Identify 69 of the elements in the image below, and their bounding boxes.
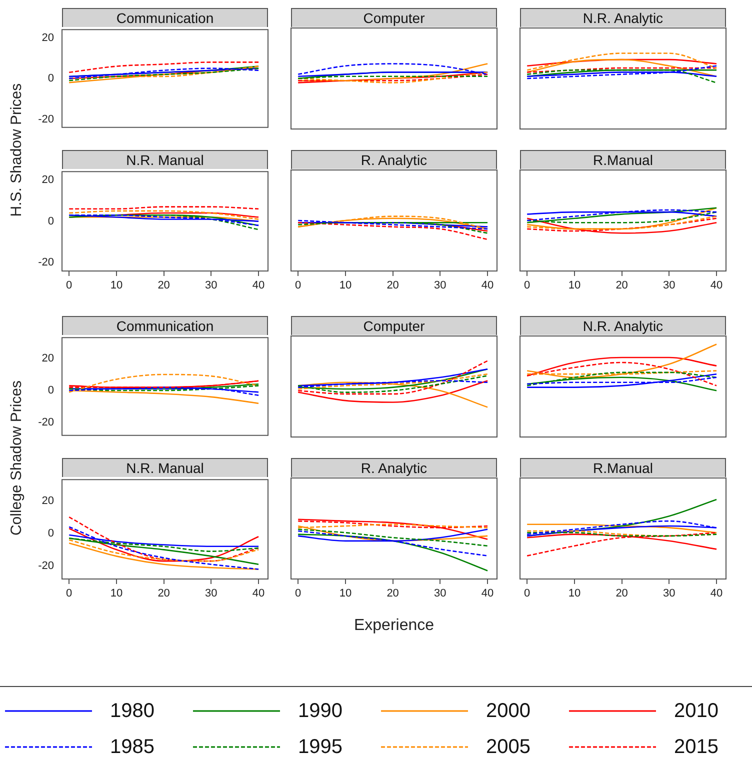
x-tick-label: 0 (295, 280, 302, 292)
y-tick-label: 20 (42, 32, 54, 44)
chart-title: Communication (62, 8, 268, 27)
legend-label: 2010 (674, 700, 718, 722)
x-tick-label: 40 (481, 588, 494, 600)
y-tick-label: -20 (38, 113, 54, 126)
x-tick-label: 40 (710, 588, 723, 600)
x-tick-label: 30 (434, 588, 446, 600)
chart-title: R. Analytic (291, 458, 497, 477)
x-tick-label: 30 (205, 280, 218, 292)
x-tick-label: 40 (252, 588, 265, 600)
x-tick-label: 30 (205, 588, 218, 600)
x-tick-label: 30 (663, 280, 676, 292)
x-tick-label: 20 (158, 280, 170, 292)
legend-label: 2005 (486, 736, 530, 758)
x-tick-label: 0 (66, 280, 72, 292)
y-axis-title: College Shadow Prices (8, 378, 26, 538)
x-tick-label: 40 (481, 280, 494, 292)
x-tick-label: 30 (434, 280, 446, 292)
x-tick-label: 0 (524, 280, 530, 292)
line-series (68, 516, 260, 562)
y-tick-label: 0 (48, 527, 54, 540)
chart-title: Computer (291, 316, 497, 335)
chart-title: N.R. Analytic (520, 8, 726, 27)
x-tick-label: 10 (339, 280, 352, 292)
x-tick-label: 40 (252, 280, 265, 292)
chart-title: N.R. Analytic (520, 316, 726, 335)
x-tick-label: 20 (386, 280, 399, 292)
x-tick-label: 10 (568, 280, 581, 292)
chart-title: N.R. Manual (62, 150, 268, 169)
x-tick-label: 10 (339, 588, 352, 600)
y-tick-label: 0 (48, 72, 54, 85)
chart-title: N.R. Manual (62, 458, 268, 477)
x-tick-label: 10 (568, 588, 581, 600)
x-axis-title: Experience (352, 617, 436, 635)
legend-label: 1995 (298, 736, 342, 758)
y-tick-label: 0 (48, 384, 54, 397)
x-tick-label: 20 (616, 588, 628, 600)
x-tick-label: 0 (66, 588, 72, 600)
x-tick-label: 20 (158, 588, 170, 600)
legend-label: 1985 (110, 736, 154, 758)
y-tick-label: 20 (42, 352, 54, 364)
x-tick-label: 10 (110, 280, 123, 292)
x-tick-label: 0 (524, 588, 530, 600)
y-tick-label: 0 (48, 215, 54, 228)
line-series (68, 542, 260, 570)
legend-label: 2015 (674, 736, 718, 758)
chart-title: R.Manual (520, 458, 726, 477)
legend-label: 2000 (486, 700, 530, 722)
y-tick-label: -20 (38, 560, 54, 572)
y-tick-label: -20 (38, 416, 54, 429)
chart-title: Computer (291, 8, 497, 27)
y-tick-label: 20 (42, 174, 54, 186)
x-tick-label: 30 (663, 588, 676, 600)
legend-label: 1980 (110, 700, 154, 722)
y-tick-label: 20 (42, 494, 54, 507)
x-tick-label: 40 (710, 280, 723, 292)
line-series (68, 526, 260, 570)
y-tick-label: -20 (38, 256, 54, 269)
x-tick-label: 10 (110, 588, 123, 600)
y-axis-title: H.S. Shadow Prices (8, 82, 26, 218)
chart-title: Communication (62, 316, 268, 335)
chart-title: R.Manual (520, 150, 726, 169)
x-tick-label: 20 (616, 280, 628, 292)
x-tick-label: 0 (295, 588, 302, 600)
chart-title: R. Analytic (291, 150, 497, 169)
line-series (68, 62, 260, 74)
x-tick-label: 20 (386, 588, 399, 600)
legend-label: 1990 (298, 700, 342, 722)
